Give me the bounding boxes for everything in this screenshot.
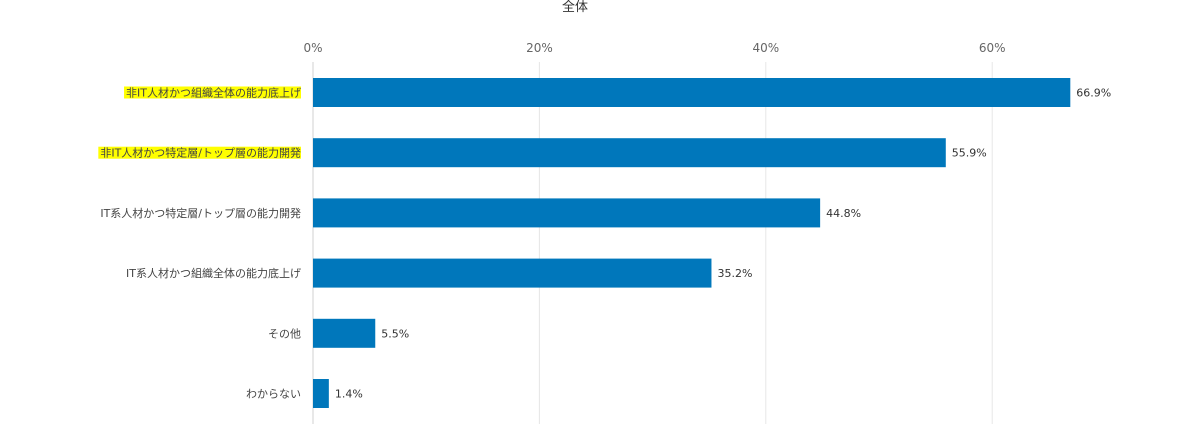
bars — [313, 78, 1071, 408]
bar — [313, 258, 712, 288]
category-label: IT系人材かつ特定層/トップ層の能力開発 — [100, 206, 301, 220]
category-label: 非IT人材かつ特定層/トップ層の能力開発 — [100, 146, 301, 160]
value-label: 44.8% — [826, 207, 861, 220]
x-tick-label: 60% — [979, 41, 1006, 55]
category-label: その他 — [268, 327, 301, 340]
bar — [313, 78, 1071, 107]
x-tick-label: 0% — [303, 41, 322, 55]
value-label: 35.2% — [717, 267, 752, 280]
bar — [313, 379, 329, 408]
value-label: 66.9% — [1076, 87, 1111, 100]
x-axis-ticks: 0% 20% 40% 60% — [303, 41, 1005, 55]
grid-lines — [312, 62, 993, 424]
category-label: IT系人材かつ組織全体の能力底上げ — [126, 266, 301, 280]
value-label: 55.9% — [952, 147, 987, 160]
chart-title: 全体 — [562, 0, 588, 15]
x-tick-label: 20% — [526, 41, 553, 55]
category-label: わからない — [246, 388, 301, 401]
category-highlight — [124, 86, 301, 99]
value-label: 5.5% — [381, 327, 409, 340]
value-label: 1.4% — [335, 388, 363, 401]
x-tick-label: 40% — [752, 41, 779, 55]
category-label: 非IT人材かつ組織全体の能力底上げ — [126, 86, 301, 100]
bar — [313, 198, 821, 228]
category-highlight — [98, 146, 301, 159]
category-highlights — [98, 86, 301, 159]
bar — [313, 138, 946, 168]
bar — [313, 318, 376, 348]
value-labels: 66.9% 55.9% 44.8% 35.2% 5.5% 1.4% — [335, 87, 1111, 401]
